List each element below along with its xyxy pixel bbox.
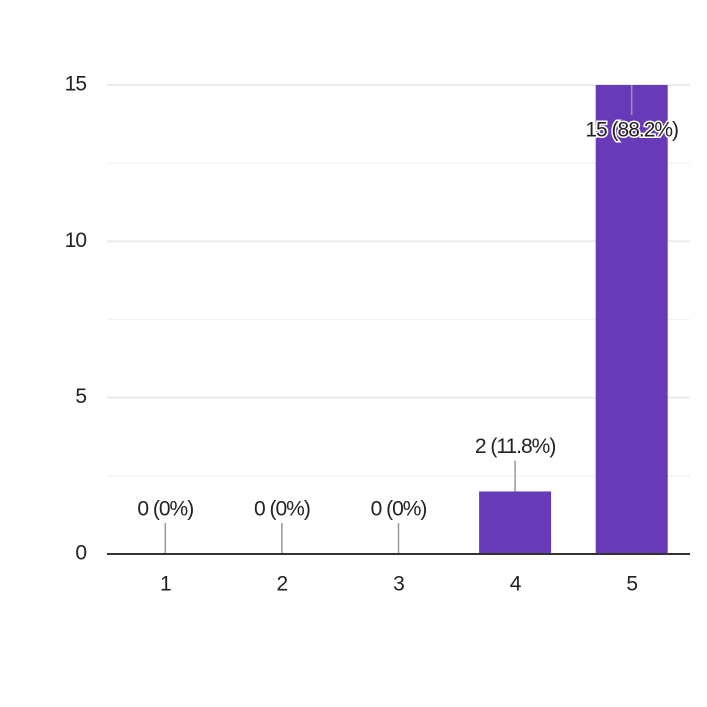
x-tick-label: 2 [277,573,288,596]
y-tick-label: 0 [75,542,86,565]
x-tick-label: 1 [160,573,171,596]
data-label: 2 (11.8%) [475,435,556,458]
y-tick-label: 15 [65,73,87,96]
x-tick-label: 3 [393,573,404,596]
x-tick-label: 5 [626,573,637,596]
data-label: 15 (88.2%) [585,119,678,142]
y-tick-label: 10 [65,229,87,252]
x-tick-label: 4 [510,573,522,596]
y-tick-label: 5 [75,385,86,408]
data-label: 0 (0%) [254,498,310,521]
bar [595,85,668,554]
bar [479,491,552,554]
data-label: 0 (0%) [371,498,427,521]
data-label: 0 (0%) [137,498,193,521]
